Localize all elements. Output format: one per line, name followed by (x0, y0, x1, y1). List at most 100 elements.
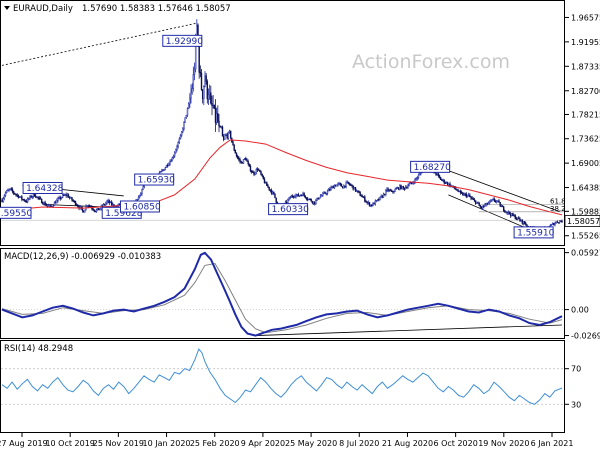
candle-body (110, 201, 113, 206)
candle-body (406, 187, 408, 189)
candle-body (12, 191, 15, 194)
fib-labels: 61.838.2 (550, 197, 566, 212)
candle-body (173, 152, 176, 157)
candle-body (455, 188, 457, 190)
candle-body (316, 197, 318, 201)
candle-body (557, 222, 560, 224)
candle-body (183, 122, 185, 130)
candle-body (322, 193, 324, 196)
price-label-text: 1.68270 (414, 163, 451, 173)
candle-body (77, 205, 79, 207)
candle-body (213, 104, 216, 109)
candle-body (56, 200, 58, 204)
candle-body (299, 194, 302, 197)
candle-body (554, 222, 556, 226)
candle-body (273, 191, 275, 194)
candle-body (99, 208, 101, 211)
candle-body (459, 190, 462, 193)
candle-body (243, 158, 246, 160)
candle-body (89, 205, 92, 208)
candle-body (247, 161, 249, 165)
candle-body (37, 196, 39, 199)
candle-body (375, 200, 378, 202)
time-tick-label: 19 Nov 2020 (478, 439, 529, 448)
candle-body (326, 190, 329, 194)
candle-body (515, 218, 518, 220)
candle-body (38, 197, 41, 199)
candle-body (191, 88, 193, 93)
candle-body (82, 210, 85, 213)
candle-body (171, 157, 174, 162)
candle-body (514, 215, 517, 220)
candle-body (100, 205, 102, 210)
candle-body (474, 200, 477, 204)
candle-body (68, 197, 71, 199)
candle-body (29, 195, 31, 199)
candle-body (170, 160, 172, 163)
candle-body (18, 196, 21, 198)
candle-body (65, 194, 67, 196)
candle-body (253, 171, 255, 175)
candle-body (382, 193, 385, 198)
candle-body (9, 188, 11, 190)
macd-tick-label: -0.026978 (571, 332, 600, 341)
candle-body (228, 130, 231, 133)
candle-body (47, 205, 50, 207)
time-tick-label: 6 Oct 2020 (433, 439, 477, 448)
dropdown-triangle-icon[interactable] (4, 6, 10, 10)
candle-body (501, 205, 504, 208)
candle-body (348, 183, 351, 185)
candle-body (211, 103, 213, 107)
candle-body (70, 197, 72, 199)
candle-body (241, 162, 244, 164)
candle-body (338, 183, 340, 185)
candle-body (525, 223, 527, 226)
candle-body (505, 211, 507, 213)
price-label: 1.92990 (162, 34, 203, 47)
candle-body (3, 195, 6, 199)
svg-text:1.58057: 1.58057 (567, 217, 600, 226)
candle-body (234, 149, 237, 154)
candle-body (262, 175, 265, 180)
candle-body (379, 196, 381, 201)
candle-body (439, 177, 442, 181)
candle-body (250, 170, 253, 173)
candle-body (74, 201, 77, 206)
candle-body (373, 202, 375, 205)
candle-body (486, 202, 489, 205)
candle-body (308, 198, 310, 200)
candle-body (238, 158, 240, 160)
candle-body (372, 202, 374, 207)
candle-body (180, 131, 183, 136)
candle-body (512, 213, 514, 216)
candle-body (16, 194, 18, 196)
candle-body (498, 200, 500, 203)
ohlc-values: 1.57690 1.58383 1.57646 1.58057 (82, 4, 231, 14)
candle-body (95, 209, 98, 213)
price-label-text: 1.65930 (138, 176, 175, 186)
candle-body (50, 205, 52, 207)
candle-body (344, 185, 346, 187)
candle-body (332, 186, 335, 189)
candle-body (54, 202, 57, 204)
candle-body (400, 185, 402, 190)
candle-body (105, 202, 107, 205)
candle-body (217, 113, 219, 122)
candle-body (96, 207, 99, 211)
candle-body (311, 200, 314, 204)
candle-body (315, 200, 317, 205)
candle-body (516, 217, 519, 220)
candle-body (448, 183, 450, 186)
candle-body (313, 201, 316, 205)
price-label: 1.65930 (134, 173, 175, 186)
candle-body (161, 170, 163, 172)
candle-body (87, 205, 90, 207)
candle-body (93, 209, 95, 212)
candle-body (388, 189, 391, 192)
price-label-text: 1.55910 (517, 228, 554, 238)
candle-body (386, 188, 388, 191)
candle-body (264, 182, 267, 184)
candle-body (137, 196, 140, 200)
candle-body (323, 192, 325, 194)
